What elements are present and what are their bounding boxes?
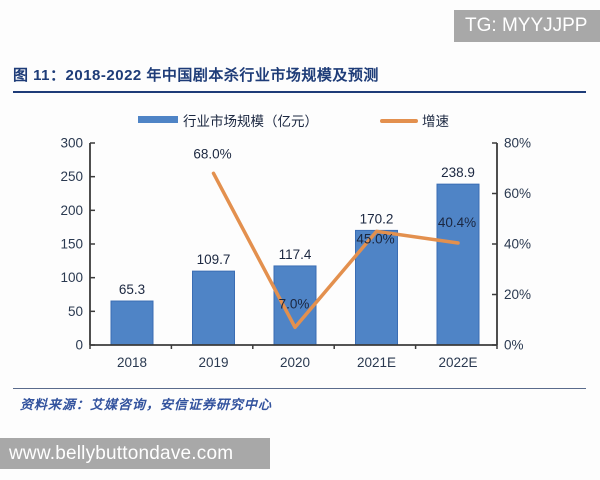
website-watermark-text: www.bellybuttondave.com [9, 442, 234, 464]
left-axis-tick-label: 300 [60, 136, 83, 151]
right-axis-tick-label: 20% [504, 287, 531, 302]
bar-value-label: 238.9 [441, 165, 475, 180]
growth-line [211, 171, 460, 330]
left-axis-tick-label: 100 [60, 270, 83, 285]
growth-label-2022E: 40.4% [438, 215, 476, 230]
x-axis-label-2022E: 2022E [438, 355, 477, 370]
growth-label-2020: 7.0% [279, 296, 310, 311]
growth-label-2021E: 45.0% [356, 231, 394, 246]
bar-value-label: 170.2 [360, 211, 394, 226]
bar-2022E [436, 183, 480, 346]
legend-bar-swatch [138, 116, 178, 123]
market-size-chart: 行业市场规模（亿元） 增速 0 50 100 150 200 250 300 0% 20% 40% 60… [60, 113, 531, 370]
bar-2019 [192, 270, 235, 346]
telegram-watermark: TG: MYYJJPP [454, 10, 600, 42]
left-axis-tick-label: 250 [60, 169, 83, 184]
bar-2020 [273, 265, 317, 346]
left-axis-tick-label: 50 [68, 304, 83, 319]
bar-2018 [110, 300, 154, 346]
figure-title: 图 11：2018-2022 年中国剧本杀行业市场规模及预测 [13, 67, 379, 84]
telegram-watermark-text: TG: MYYJJPP [465, 15, 588, 36]
right-axis-tick-label: 60% [504, 186, 531, 201]
right-axis-tick-label: 40% [504, 237, 531, 252]
bar-value-label: 109.7 [197, 252, 231, 267]
website-watermark: www.bellybuttondave.com [0, 438, 270, 469]
left-axis-tick-label: 200 [60, 203, 83, 218]
growth-label-2019: 68.0% [193, 146, 231, 161]
figure-source: 资料来源：艾媒咨询，安信证券研究中心 [20, 397, 273, 412]
legend-bar-label: 行业市场规模（亿元） [183, 113, 318, 129]
x-axis-label-2019: 2019 [198, 355, 228, 370]
x-axis-label-2021E: 2021E [357, 355, 396, 370]
x-axis-label-2020: 2020 [280, 355, 310, 370]
legend-line-label: 增速 [422, 114, 449, 129]
bar-value-label: 65.3 [119, 282, 145, 297]
right-axis-tick-label: 80% [504, 136, 531, 151]
title-underline [13, 91, 586, 93]
x-axis-label-2018: 2018 [117, 355, 147, 370]
right-axis-tick-label: 0% [504, 338, 524, 353]
source-divider [13, 388, 586, 389]
bar-value-label: 117.4 [279, 247, 312, 262]
left-axis-tick-label: 0 [75, 338, 83, 353]
left-axis-tick-label: 150 [60, 237, 83, 252]
legend-line-swatch [380, 119, 418, 123]
